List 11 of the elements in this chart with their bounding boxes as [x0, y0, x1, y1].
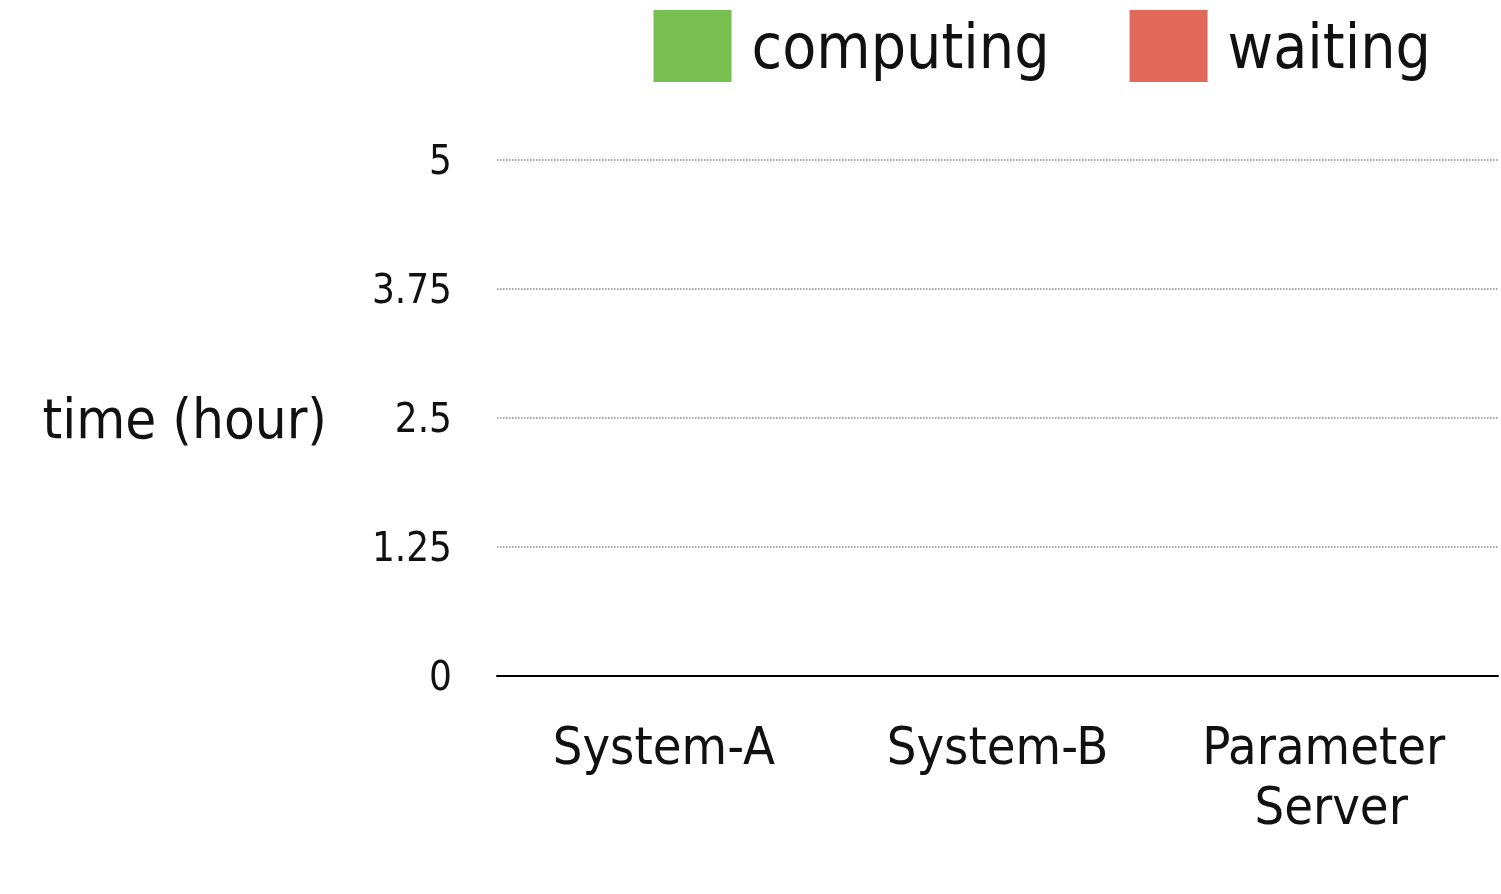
y-tick-label: 1.25 — [371, 524, 452, 570]
legend-label: computing — [751, 9, 1050, 83]
legend-label: waiting — [1227, 9, 1431, 83]
y-tick-label: 2.5 — [394, 395, 452, 441]
x-tick-label: System-A — [552, 716, 775, 776]
y-tick-label: 0 — [429, 653, 452, 699]
x-tick-label: Parameter Server — [1202, 716, 1461, 836]
y-tick-label: 3.75 — [371, 266, 452, 312]
x-tick-label: System-B — [886, 716, 1109, 776]
y-axis-title: time (hour) — [42, 385, 327, 451]
y-tick-label: 5 — [429, 137, 452, 183]
